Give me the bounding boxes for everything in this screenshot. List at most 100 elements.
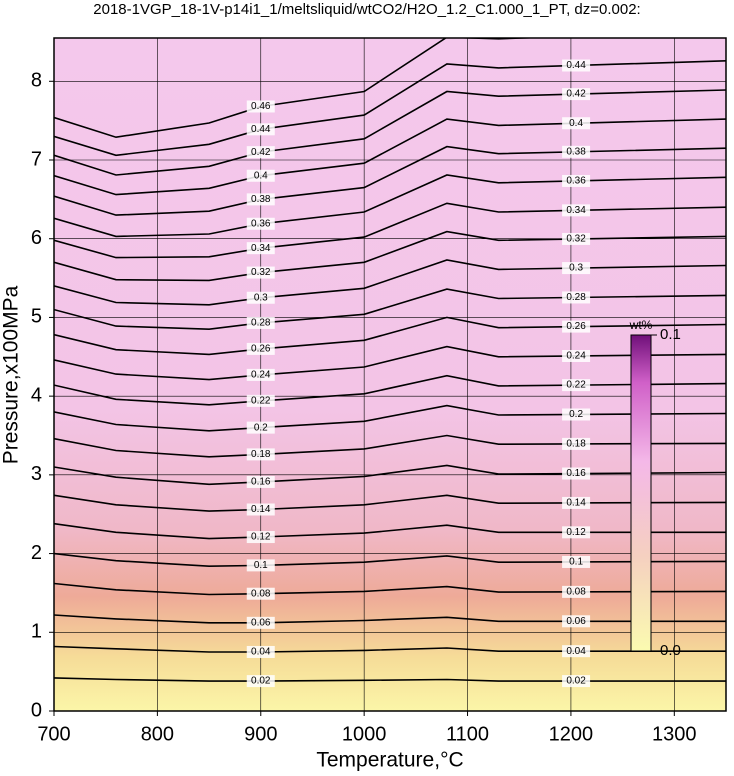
contour-label-bg [246, 421, 275, 434]
x-tick-label: 1300 [652, 723, 697, 745]
contour-label: 0.42 [566, 89, 586, 100]
contour-label: 0.16 [566, 468, 586, 479]
contour-label: 0.3 [569, 263, 583, 274]
contour-label: 0.14 [251, 504, 271, 515]
contour-label: 0.2 [254, 422, 268, 433]
contour-label-bg [246, 316, 275, 329]
contour-label-bg [562, 467, 591, 480]
contour-label: 0.42 [251, 147, 271, 158]
contour-label-bg [246, 342, 275, 355]
contour-line [54, 404, 726, 432]
contour-label: 0.06 [566, 616, 586, 627]
contour-label: 0.04 [566, 646, 586, 657]
contour-label-bg [562, 291, 591, 304]
colorbar-label: wt% [629, 318, 653, 332]
contour-label: 0.4 [254, 170, 268, 181]
contour-label: 0.24 [566, 351, 586, 362]
x-axis-label: Temperature,°C [316, 749, 463, 772]
colorbar-tick-label: 0.0 [660, 642, 681, 659]
y-tick-label: 1 [31, 621, 42, 643]
contour-label-bg [562, 526, 591, 539]
contour-label-bg [246, 448, 275, 461]
contour-line [54, 316, 726, 356]
contour-label-bg [246, 193, 275, 206]
contour-label: 0.3 [254, 292, 268, 303]
y-tick-label: 3 [31, 463, 42, 485]
contour-label: 0.32 [566, 234, 586, 245]
contour-label-bg [562, 262, 591, 275]
contour-label-bg [562, 379, 591, 392]
contour-label: 0.32 [251, 267, 271, 278]
contour-label: 0.44 [251, 124, 271, 135]
contour-label: 0.26 [566, 321, 586, 332]
x-tick-label: 1000 [342, 723, 387, 745]
contour-label: 0.18 [566, 439, 586, 450]
contour-line [54, 494, 726, 512]
contour-label: 0.44 [566, 60, 586, 71]
contour-label-bg [246, 645, 275, 658]
contour-label: 0.36 [251, 218, 271, 229]
contour-label-bg [246, 242, 275, 255]
contour-line [54, 374, 726, 406]
contour-line [54, 434, 726, 458]
contour-label: 0.34 [566, 205, 586, 216]
y-tick-label: 8 [31, 70, 42, 92]
contour-label: 0.14 [566, 498, 586, 509]
contour-label: 0.02 [251, 676, 271, 687]
contour-label-bg [562, 645, 591, 658]
contour-line [54, 118, 726, 196]
contour-label: 0.26 [251, 344, 271, 355]
contour-label: 0.12 [251, 532, 271, 543]
contour-line [54, 145, 726, 216]
contour-label-bg [562, 117, 591, 130]
contour-label-bg [562, 349, 591, 362]
contour-label: 0.06 [251, 617, 271, 628]
contour-line [54, 89, 726, 176]
contour-line [54, 522, 726, 540]
contour-label-bg [246, 169, 275, 182]
y-axis-label: Pressure,x100MPa [0, 285, 23, 464]
contour-line [54, 174, 726, 238]
contour-label: 0.02 [566, 676, 586, 687]
contour-label: 0.28 [251, 318, 271, 329]
contour-label: 0.16 [251, 477, 271, 488]
contour-line [54, 345, 726, 381]
contour-line [54, 552, 726, 568]
x-tick-label: 1100 [446, 723, 489, 745]
contour-line [54, 677, 726, 682]
contour-label: 0.24 [251, 370, 271, 381]
y-tick-label: 2 [31, 542, 42, 564]
contour-label: 0.08 [566, 587, 586, 598]
contour-label-bg [246, 146, 275, 159]
contour-label: 0.1 [569, 557, 583, 568]
contour-label-bg [562, 320, 591, 333]
chart-title: 2018-1VGP_18-1V-p14i1_1/meltsliquid/wtCO… [93, 1, 640, 18]
y-tick-label: 6 [31, 227, 42, 249]
contour-label-bg [246, 217, 275, 230]
contour-label: 0.22 [251, 396, 271, 407]
contour-label-bg [562, 496, 591, 509]
y-tick-label: 0 [31, 699, 42, 721]
contour-label-bg [246, 675, 275, 688]
contour-label-bg [246, 587, 275, 600]
x-tick-label: 700 [37, 723, 70, 745]
contour-label: 0.4 [569, 118, 583, 129]
contour-label-bg [246, 559, 275, 572]
y-tick-label: 4 [31, 384, 42, 406]
contour-line [54, 582, 726, 596]
contour-label: 0.38 [566, 146, 586, 157]
x-tick-label: 900 [244, 723, 277, 745]
plot-background [54, 38, 726, 711]
contour-label-bg [562, 232, 591, 245]
contour-label-bg [246, 123, 275, 136]
contour-label-bg [562, 585, 591, 598]
contour-label-bg [562, 204, 591, 217]
plot-frame [53, 37, 727, 712]
x-tick-label: 800 [141, 723, 174, 745]
contour-label-bg [562, 675, 591, 688]
contour-label: 0.46 [251, 101, 271, 112]
x-tick-label: 1200 [549, 723, 594, 745]
colorbar-tick-label: 0.1 [660, 326, 681, 343]
contour-line [54, 202, 726, 259]
